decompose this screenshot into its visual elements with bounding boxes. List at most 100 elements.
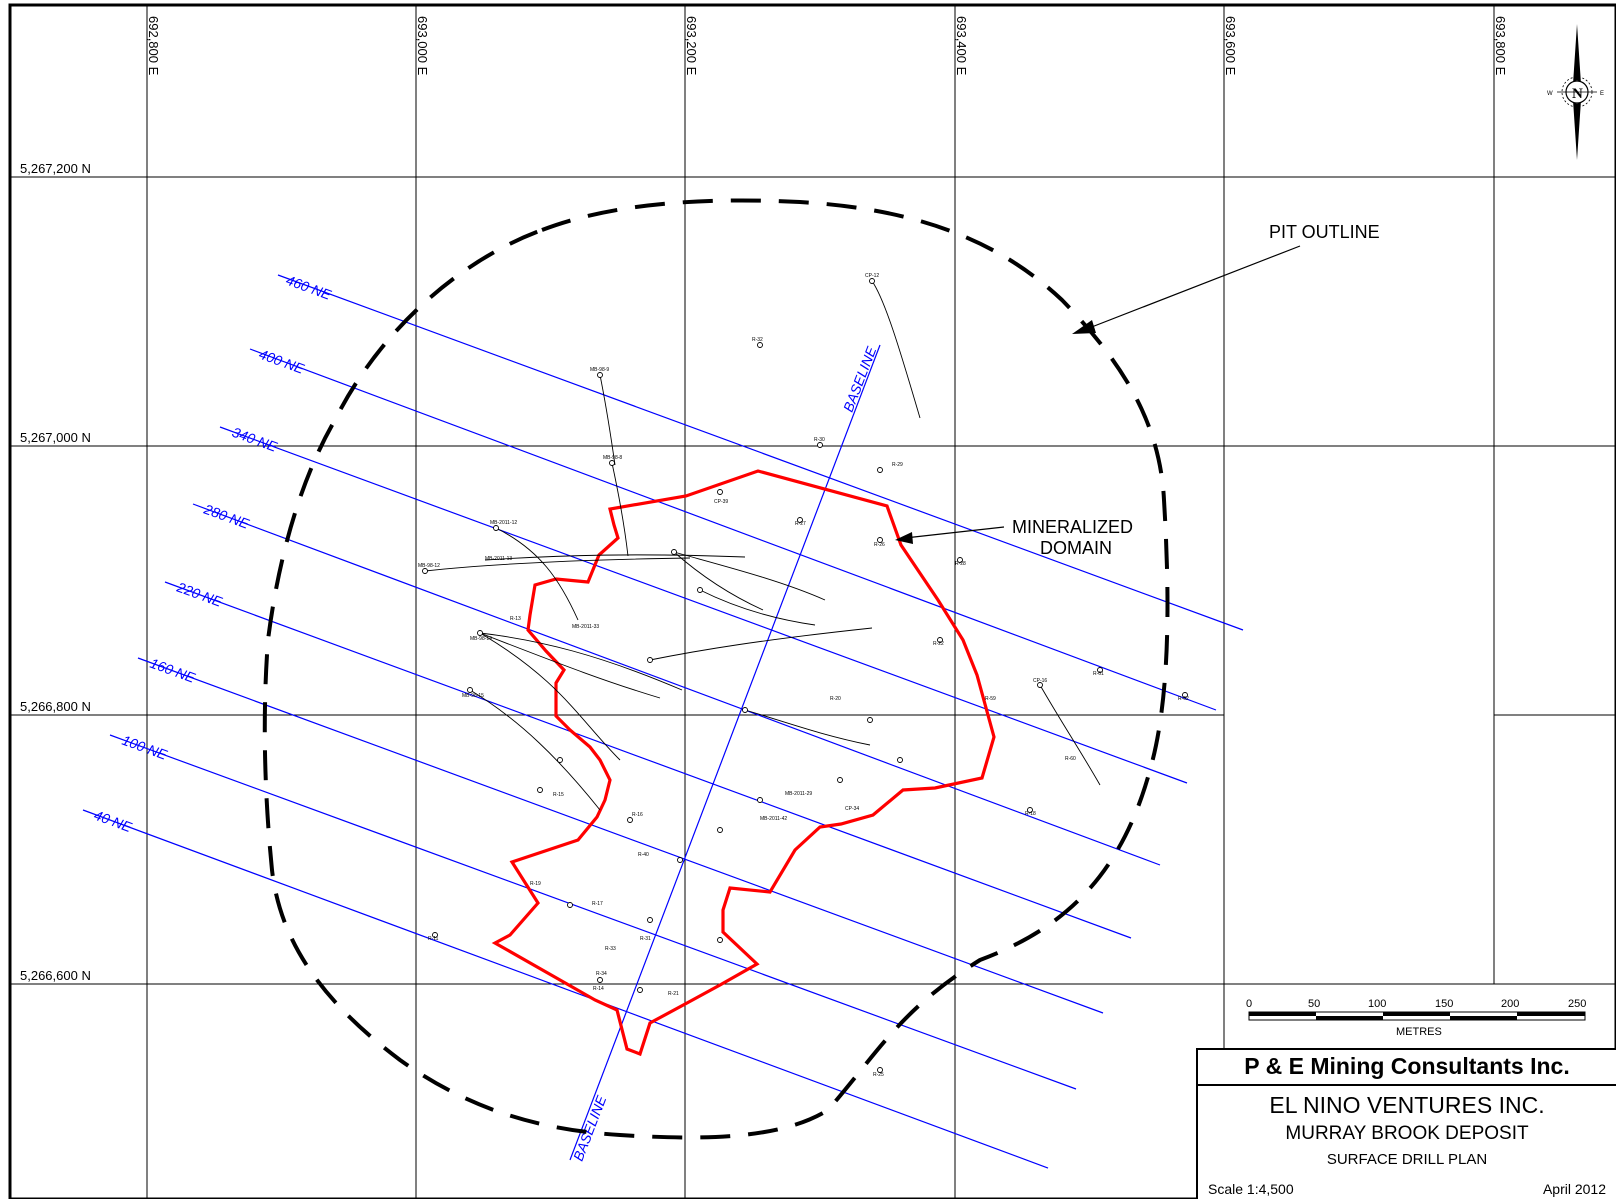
drawing-date: April 2012 bbox=[1542, 1181, 1606, 1197]
scale-tick: 200 bbox=[1501, 998, 1519, 1010]
drill-hole-label: R-25 bbox=[873, 1072, 884, 1078]
drill-hole-label: R-27 bbox=[795, 521, 806, 527]
drill-hole-label: R-20 bbox=[830, 696, 841, 702]
easting-label: 693,400 E bbox=[954, 16, 969, 76]
company-name: P & E Mining Consultants Inc. bbox=[1198, 1050, 1616, 1086]
mineralized-domain-callout: DOMAIN bbox=[1040, 538, 1112, 558]
pit-outline-arrowhead bbox=[1072, 320, 1096, 334]
drill-hole-label: CP-16 bbox=[1033, 678, 1047, 684]
drill-hole-label: R-14 bbox=[593, 986, 604, 992]
map-border bbox=[8, 3, 1616, 1199]
drill-hole-label: MB-98-14 bbox=[470, 636, 492, 642]
section-label: 160 NE bbox=[148, 655, 198, 686]
drill-hole-label: R-17 bbox=[592, 901, 603, 907]
drill-hole-label: R-40 bbox=[638, 852, 649, 858]
drill-hole-label: R-32 bbox=[752, 337, 763, 343]
drill-hole-label: CP-39 bbox=[714, 499, 728, 505]
drill-hole-label: R-21 bbox=[668, 991, 679, 997]
pit-outline-callout: PIT OUTLINE bbox=[1269, 222, 1380, 242]
section-label: 460 NE bbox=[284, 272, 334, 303]
drill-hole-label: R-62 bbox=[1178, 696, 1189, 702]
drill-hole-label: MB-98-12 bbox=[418, 563, 440, 569]
drill-hole-label: R-16 bbox=[632, 812, 643, 818]
drill-hole-label: R-29 bbox=[892, 462, 903, 468]
drill-hole-labels: CP-12 R-32 MB-98-9 MB-98-8 R-30 R-29 CP-… bbox=[418, 273, 1189, 1078]
drill-hole-label: MB-2011-33 bbox=[572, 624, 599, 630]
northing-label: 5,266,600 N bbox=[20, 968, 91, 983]
easting-label: 693,800 E bbox=[1493, 16, 1508, 76]
baseline bbox=[569, 344, 881, 1161]
mineralized-domain-callout: MINERALIZED bbox=[1012, 517, 1133, 537]
mineralized-domain-leader bbox=[904, 526, 1005, 539]
drill-hole-label: R-33 bbox=[605, 946, 616, 952]
drill-hole-label: R-28 bbox=[955, 561, 966, 567]
drill-hole-label: MB-98-8 bbox=[603, 455, 622, 461]
northing-label: 5,267,000 N bbox=[20, 430, 91, 445]
drill-hole-label: CP-12 bbox=[865, 273, 879, 279]
title-block-footer: Scale 1:4,500 April 2012 bbox=[1208, 1181, 1606, 1197]
drill-hole-label: R-13 bbox=[510, 616, 521, 622]
easting-label: 693,200 E bbox=[684, 16, 699, 76]
project-name: MURRAY BROOK DEPOSIT bbox=[1285, 1123, 1529, 1144]
scale-tick: 250 bbox=[1568, 998, 1586, 1010]
drill-hole-label: R-15 bbox=[553, 792, 564, 798]
drill-hole-label: MB-2011-42 bbox=[760, 816, 787, 822]
pit-outline bbox=[262, 198, 1170, 1140]
title-block: P & E Mining Consultants Inc. EL NINO VE… bbox=[1196, 1048, 1616, 1199]
drill-hole-label: MB-2011-13 bbox=[485, 556, 512, 562]
section-label: 400 NE bbox=[257, 346, 307, 377]
scale-tick: 100 bbox=[1368, 998, 1386, 1010]
drill-hole-label: MB-2011-12 bbox=[490, 520, 517, 526]
mineralized-domain bbox=[491, 469, 996, 1057]
section-label: 100 NE bbox=[120, 732, 170, 763]
northing-labels: 5,267,200 N 5,267,000 N 5,266,800 N 5,26… bbox=[20, 161, 91, 983]
drill-hole-label: R-26 bbox=[874, 542, 885, 548]
easting-labels: 692,800 E 693,000 E 693,200 E 693,400 E … bbox=[146, 16, 1508, 76]
drill-hole-label: R-30 bbox=[814, 437, 825, 443]
baseline-label-top: BASELINE bbox=[840, 344, 880, 414]
easting-label: 693,000 E bbox=[415, 16, 430, 76]
drill-hole-label: R-60 bbox=[1065, 756, 1076, 762]
easting-label: 693,600 E bbox=[1223, 16, 1238, 76]
drill-hole-label: R-59 bbox=[985, 696, 996, 702]
drill-hole-label: R-11 bbox=[428, 936, 439, 942]
easting-label: 692,800 E bbox=[146, 16, 161, 76]
section-label: 280 NE bbox=[201, 500, 252, 532]
north-arrow-icon: N E W bbox=[1547, 24, 1604, 160]
drill-traces bbox=[424, 280, 1101, 811]
section-label: 340 NE bbox=[230, 424, 280, 455]
drill-hole-label: R-19 bbox=[530, 881, 541, 887]
client-name: EL NINO VENTURES INC. bbox=[1269, 1092, 1545, 1118]
drill-hole-label: R-34 bbox=[596, 971, 607, 977]
section-label: 40 NE bbox=[92, 807, 135, 836]
section-label: 220 NE bbox=[174, 578, 225, 610]
drill-hole-label: MB-98-9 bbox=[590, 367, 609, 373]
scale-tick: 150 bbox=[1435, 998, 1453, 1010]
pit-outline-leader bbox=[1083, 245, 1301, 331]
drill-hole-label: MB-2011-29 bbox=[785, 791, 812, 797]
section-lines bbox=[82, 274, 1244, 1169]
scale-bar: 0 50 100 150 200 250 METRES bbox=[1246, 996, 1606, 1051]
drill-hole-label: MB-98-15 bbox=[462, 693, 484, 699]
drill-hole-label: R-31 bbox=[640, 936, 651, 942]
coordinate-grid bbox=[10, 5, 1616, 1199]
east-symbol: E bbox=[1600, 91, 1604, 97]
scale-tick: 0 bbox=[1246, 998, 1252, 1010]
drawing-title: SURFACE DRILL PLAN bbox=[1326, 1151, 1488, 1168]
west-symbol: W bbox=[1547, 91, 1553, 97]
mineralized-domain-arrowhead bbox=[895, 532, 913, 544]
baseline-label-bottom: BASELINE bbox=[570, 1093, 610, 1163]
scale-units: METRES bbox=[1396, 1026, 1442, 1038]
northing-label: 5,266,800 N bbox=[20, 699, 91, 714]
drill-hole-label: R-22 bbox=[933, 641, 944, 647]
drill-hole-label: R-18 bbox=[1025, 811, 1036, 817]
north-symbol: N bbox=[1572, 86, 1583, 102]
drill-hole-label: CP-34 bbox=[845, 806, 859, 812]
scale-tick: 50 bbox=[1308, 998, 1320, 1010]
northing-label: 5,267,200 N bbox=[20, 161, 91, 176]
section-line-labels: 460 NE 400 NE 340 NE 280 NE 220 NE 160 N… bbox=[92, 272, 334, 836]
drill-collars bbox=[422, 278, 1188, 1073]
drawing-scale: Scale 1:4,500 bbox=[1208, 1181, 1294, 1197]
drill-hole-label: R-61 bbox=[1093, 671, 1104, 677]
